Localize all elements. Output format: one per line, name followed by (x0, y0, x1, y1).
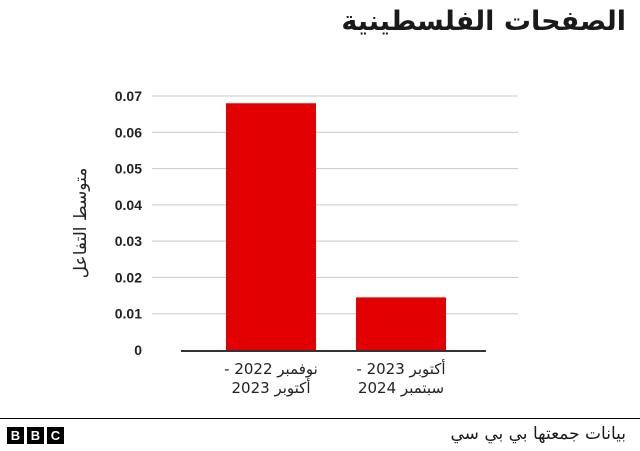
bar-chart: 0 0.01 0.02 0.03 0.04 0.05 0.06 0.07 نوفمبر 202… (71, 88, 518, 397)
x-axis-labels: نوفمبر 2022 -أكتوبر 2023 أكتوبر 2023 -سبت… (224, 359, 445, 397)
y-tick-label: 0.06 (115, 124, 142, 140)
y-axis-ticks: 0 0.01 0.02 0.03 0.04 0.05 0.06 0.07 (115, 88, 142, 358)
gridlines (152, 95, 518, 315)
y-tick-label: 0.05 (115, 161, 142, 177)
bbc-logo-letter: B (7, 427, 24, 444)
x-tick-label: سبتمبر 2024 (358, 379, 444, 397)
footer-divider (0, 418, 640, 419)
source-note: بيانات جمعتها بي بي سي (450, 424, 626, 444)
bbc-logo-letter: B (27, 427, 44, 444)
x-tick-label: أكتوبر 2023 (232, 378, 311, 397)
y-axis-title: متوسط التفاعل (71, 168, 91, 279)
bbc-logo-letter: C (47, 427, 64, 444)
y-tick-label: 0.03 (115, 233, 142, 249)
bar (356, 297, 446, 350)
y-tick-label: 0.01 (115, 306, 142, 322)
x-tick-label: نوفمبر 2022 - (224, 360, 318, 378)
x-tick-label: أكتوبر 2023 - (356, 359, 445, 378)
y-tick-label: 0.02 (115, 269, 142, 285)
bbc-logo: B B C (7, 427, 64, 444)
bars (226, 103, 446, 350)
y-tick-label: 0.04 (115, 197, 142, 213)
y-tick-label: 0.07 (115, 88, 142, 104)
page-title: الصفحات الفلسطينية (341, 6, 626, 37)
y-tick-label: 0 (134, 342, 142, 358)
bar (226, 103, 316, 350)
